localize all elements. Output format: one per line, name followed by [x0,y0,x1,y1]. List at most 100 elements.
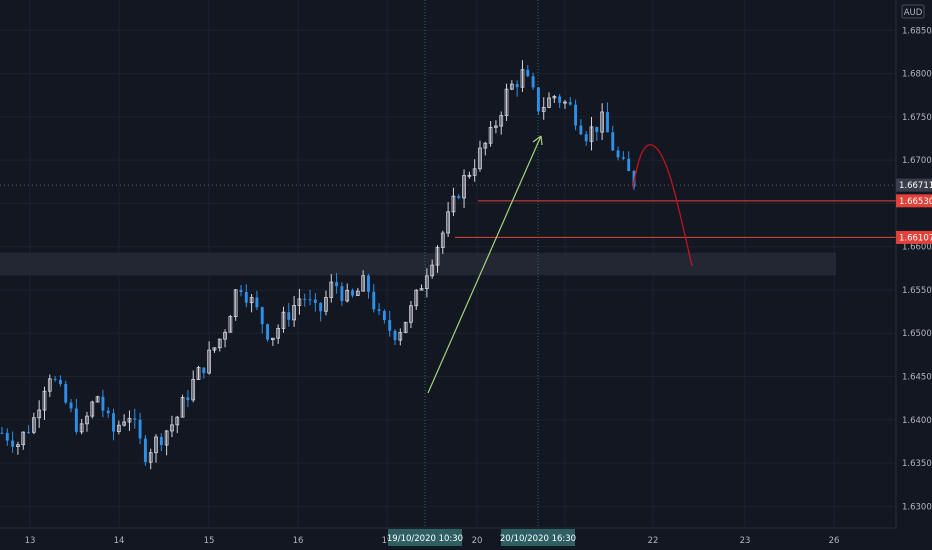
candle-body [419,288,424,291]
candle-body [558,96,562,103]
candle-body [526,69,530,77]
crosshair-time-label-2: 20/10/2020 16:30 [500,534,576,544]
candle-body [47,378,52,392]
candle-body [79,423,84,433]
crosshair-time-labels: 19/10/2020 10:30 20/10/2020 16:30 [387,529,576,546]
candle-body [382,311,386,321]
y-tick-label: 1.67500 [902,113,932,123]
candle-body [499,115,504,127]
candle-body [393,330,397,341]
candle-body [127,418,132,423]
x-tick-label: 19 [382,536,393,546]
candle-body [292,305,296,321]
candle-body [355,290,360,296]
candle-body [589,126,594,142]
level-1-tag: 1.66530 [899,197,932,207]
candle-body [133,418,137,420]
y-tick-label: 1.66000 [902,243,932,253]
candle-body [425,275,429,289]
candle-body [509,83,514,90]
candle-body [233,289,238,317]
y-tick-label: 1.64500 [902,373,932,383]
candle-body [64,384,68,403]
candle-body [446,211,450,234]
y-tick-label: 1.65500 [902,286,932,296]
candle-body [340,286,344,301]
candle-body [595,126,599,133]
candle-body [202,367,206,374]
candle-body [366,275,370,292]
candle-body [372,291,376,310]
level-2-tag-bg [896,230,932,244]
candle-body [621,157,625,159]
candle-body [11,440,15,447]
candle-body [361,275,366,292]
candle-body [574,104,578,126]
candle-body [611,132,615,151]
candle-body [101,396,105,411]
candle-body [255,297,259,308]
y-tick-label: 1.64000 [902,416,932,426]
candle-body [112,413,115,432]
candle-body [515,84,519,88]
candle-body [244,292,248,303]
candle-body [541,107,546,112]
candle-body [249,297,254,304]
x-tick-label: 13 [25,536,36,546]
crosshair-time-bg-2 [501,529,575,546]
y-tick-label: 1.63500 [902,459,932,469]
candle-body [409,305,413,323]
candle-body [122,421,127,426]
support-zone [0,252,836,276]
candle-body [164,430,169,446]
candle-body [552,96,557,99]
candle-body [414,289,419,307]
crosshair-time-label-1: 19/10/2020 10:30 [387,534,463,544]
candle-body [186,397,190,400]
candle-body [85,415,89,425]
candle-body [148,452,153,463]
candle-body [207,349,211,374]
candle-body [260,307,264,325]
candle-body [175,416,180,426]
projection-curve[interactable] [632,144,693,267]
candle-body [223,331,227,340]
currency-button[interactable]: AUD [901,4,925,19]
y-tick-label: 1.65000 [902,329,932,339]
candle-body [488,126,493,144]
candle-body [27,432,31,434]
last-price-tag-bg [896,178,932,192]
candle-body [324,297,328,312]
candle-body [536,87,540,112]
candle-body [504,88,509,116]
trend-arrow[interactable] [427,135,543,394]
candle-body [584,134,588,142]
candle-body [335,282,339,287]
currency-label: AUD [904,8,923,18]
candle-body [106,410,110,414]
candle-body [483,142,488,149]
candle-body [287,312,291,320]
y-tick-label: 1.63000 [902,502,932,512]
candle-body [16,444,20,448]
candle-body [531,76,535,88]
crosshair-time-bg-1 [388,529,462,546]
candle-body [568,102,572,105]
candle-body [191,379,196,401]
y-tick-label: 1.68500 [902,26,932,36]
x-tick-label: 22 [648,536,659,546]
candle-body [351,290,354,296]
x-tick-label: 20 [472,536,483,546]
candle-body [74,408,78,432]
candle-body [520,69,525,88]
candle-body [462,175,466,199]
candle-body [90,401,95,417]
candle-body [563,101,567,104]
candle-body [32,417,36,433]
candle-body [313,299,317,303]
candle-body [266,324,270,340]
candle-body [281,311,286,329]
candle-body [228,316,233,333]
